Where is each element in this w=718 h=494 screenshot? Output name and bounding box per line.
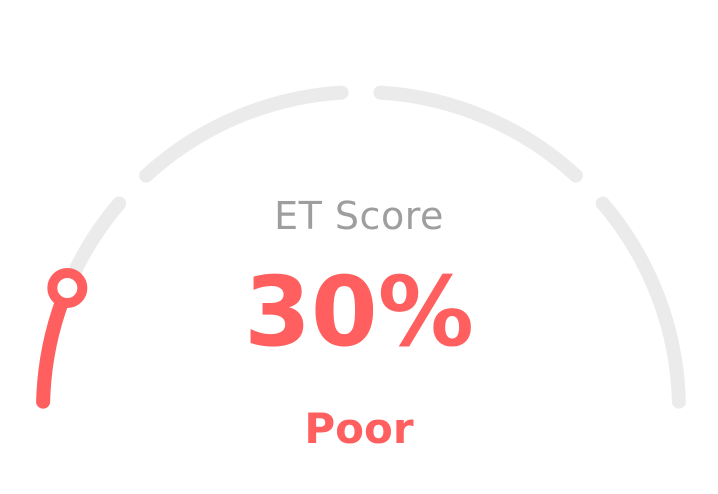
score-rating: Poor: [304, 404, 414, 453]
gauge-track-segment: [595, 196, 686, 409]
gauge-track-segment: [373, 85, 583, 183]
gauge-indicator-knob: [47, 268, 88, 308]
score-value: 30%: [244, 256, 474, 368]
gauge-track-segment: [139, 85, 349, 183]
gauge-title: ET Score: [274, 194, 444, 238]
